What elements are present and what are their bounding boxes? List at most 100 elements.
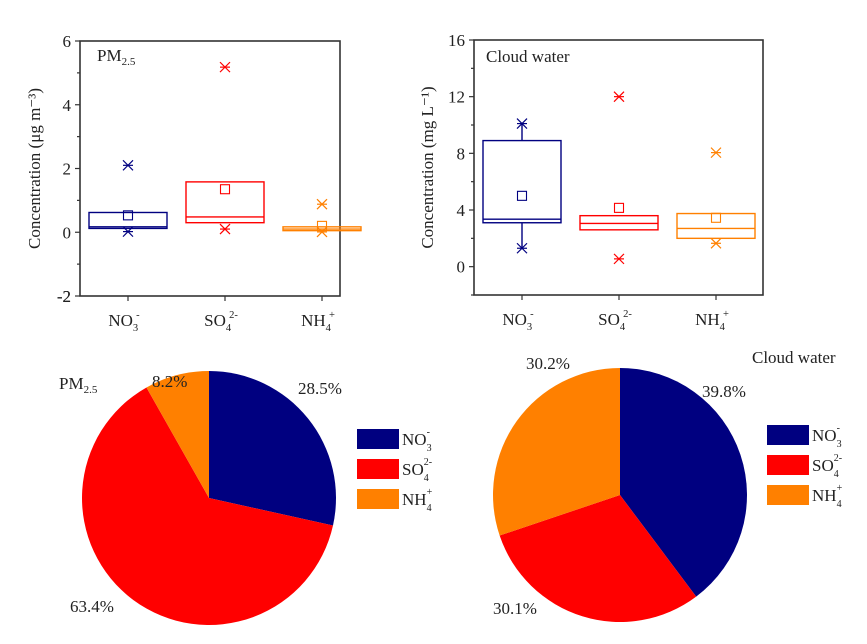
x-tick-label: NH4 + [695, 309, 729, 333]
legend-label: SO4 2- [812, 453, 842, 480]
box-NO3- [482, 118, 562, 254]
label-subscript: 4 [720, 322, 726, 333]
label-base: NO [402, 430, 427, 449]
y-tick-label: 4 [457, 201, 466, 220]
label-subscript: 4 [424, 473, 429, 484]
label-base: NO [108, 311, 133, 330]
box-iqr [579, 214, 659, 231]
y-tick-label: 4 [63, 96, 72, 115]
label-superscript: - [530, 309, 534, 320]
label-superscript: + [329, 310, 335, 321]
mean-marker [316, 220, 328, 231]
pie-slice-label: 63.4% [70, 597, 114, 616]
box-iqr [482, 139, 562, 224]
plot-frame [79, 40, 341, 297]
pie-slice-label: 30.1% [493, 599, 537, 618]
label-superscript: - [136, 310, 140, 321]
y-tick-label: 6 [63, 32, 72, 51]
legend-swatch [357, 489, 399, 509]
chart-title: Cloud water [752, 348, 836, 367]
y-axis-label: Concentration (μg m⁻³) [25, 88, 44, 249]
label-superscript: + [723, 309, 729, 320]
max-marker [122, 159, 134, 171]
min-marker [316, 226, 328, 238]
label-subscript: 4 [837, 499, 842, 510]
label-superscript: - [837, 423, 840, 434]
legend-label: NO3 - [812, 423, 842, 450]
label-superscript: 2- [623, 309, 632, 320]
pie-slice-SO42- [81, 387, 333, 625]
mean-marker [710, 212, 722, 223]
label-subscript: 3 [837, 439, 842, 450]
box-SO42- [579, 91, 659, 265]
label-superscript: 2- [834, 453, 842, 464]
label-base: NO [812, 426, 837, 445]
title-main: PM [59, 374, 84, 393]
plot-frame [473, 39, 764, 296]
label-subscript: 3 [527, 322, 532, 333]
mean-marker [613, 202, 625, 213]
legend-label: NH4 + [402, 487, 433, 514]
max-marker [316, 198, 328, 210]
legend-swatch [357, 459, 399, 479]
label-superscript: + [427, 487, 433, 498]
label-superscript: 2- [229, 310, 238, 321]
x-tick-label: NO3 - [108, 310, 140, 334]
label-base: NO [502, 310, 527, 329]
min-marker [219, 223, 231, 235]
title-subscript: 2.5 [84, 384, 98, 396]
box-iqr [676, 212, 756, 240]
label-subscript: 4 [226, 323, 232, 334]
title-subscript: 2.5 [122, 56, 136, 68]
box-NO3- [88, 159, 168, 238]
chart-title: PM2.5 [97, 46, 136, 68]
y-axis-label: Concentration (mg L⁻¹) [418, 86, 437, 248]
pie-slice-NH4+ [493, 368, 620, 536]
label-base: NH [402, 490, 427, 509]
legend-label: NO3 - [402, 427, 432, 454]
min-marker [516, 242, 528, 254]
legend-label: SO4 2- [402, 457, 432, 484]
chart-title: Cloud water [486, 47, 570, 66]
label-superscript: + [837, 483, 843, 494]
x-tick-label: SO4 2- [598, 309, 632, 333]
y-tick-label: 0 [63, 223, 72, 242]
label-base: SO [402, 460, 424, 479]
legend-swatch [767, 485, 809, 505]
min-marker [710, 237, 722, 249]
x-tick-label: NO3 - [502, 309, 534, 333]
y-tick-label: 16 [448, 31, 465, 50]
label-subscript: 4 [834, 469, 839, 480]
label-base: SO [598, 310, 620, 329]
y-tick-label: -2 [57, 287, 71, 306]
box-iqr [88, 211, 168, 230]
pie-slice-label: 39.8% [702, 382, 746, 401]
y-tick-label: 2 [63, 160, 72, 179]
pie-slice-NH4+ [146, 371, 209, 498]
pie-slice-label: 30.2% [526, 354, 570, 373]
label-subscript: 4 [427, 503, 432, 514]
x-tick-label: NH4 + [301, 310, 335, 334]
label-base: NH [301, 311, 326, 330]
y-tick-label: 0 [457, 258, 466, 277]
y-tick-label: 12 [448, 88, 465, 107]
label-subscript: 3 [427, 443, 432, 454]
min-marker [122, 226, 134, 238]
legend-swatch [357, 429, 399, 449]
label-superscript: 2- [424, 457, 432, 468]
label-base: SO [204, 311, 226, 330]
x-tick-label: SO4 2- [204, 310, 238, 334]
pie-slice-NO3- [209, 371, 337, 526]
legend-swatch [767, 455, 809, 475]
label-subscript: 4 [620, 322, 626, 333]
legend-swatch [767, 425, 809, 445]
label-superscript: - [427, 427, 430, 438]
max-marker [613, 91, 625, 103]
box-NH4+ [676, 147, 756, 249]
cloudwater-box-chart: 0 4 8 12 16 Concentration (mg L⁻¹) Cloud water… [418, 31, 764, 333]
pie-slice-SO42- [499, 495, 697, 622]
label-subscript: 3 [133, 323, 138, 334]
y-tick-label: 8 [457, 144, 466, 163]
